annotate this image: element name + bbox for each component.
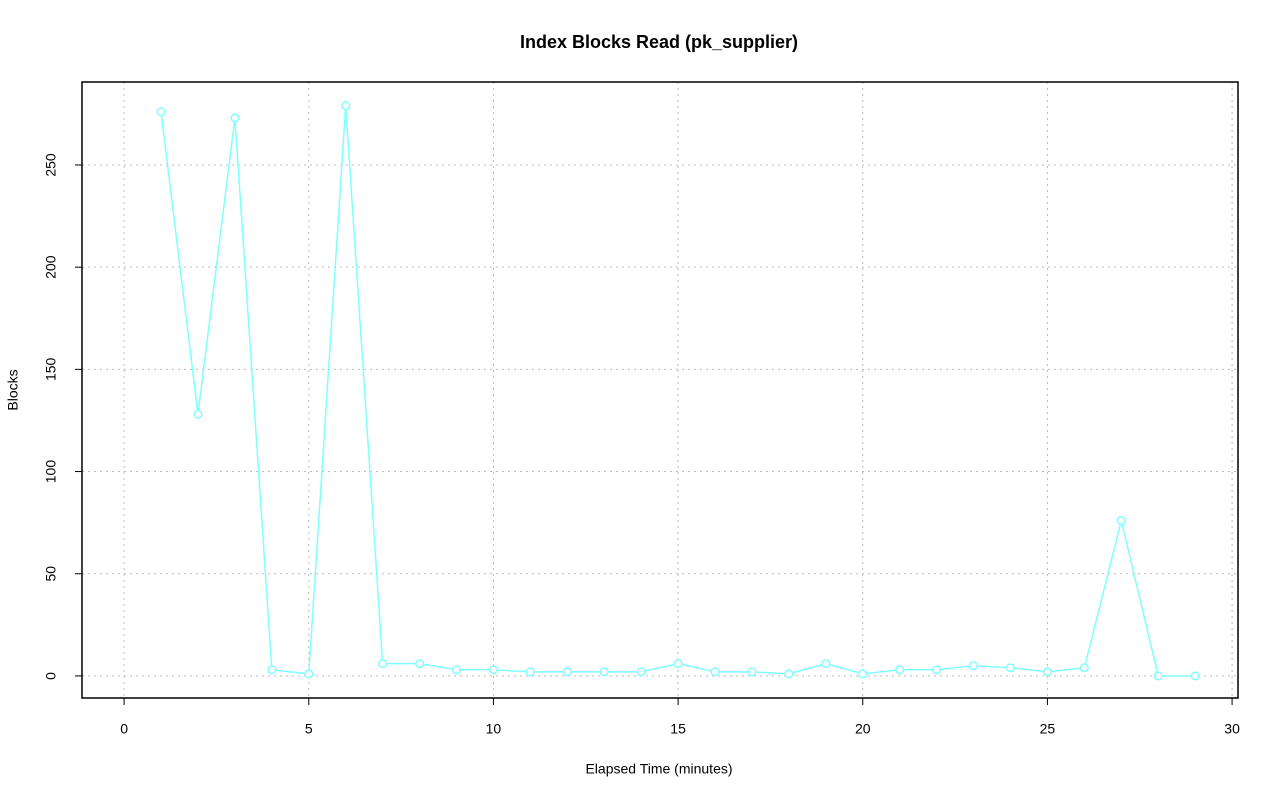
point <box>451 665 462 675</box>
x-tick-label: 30 <box>1224 721 1240 737</box>
point <box>821 659 831 669</box>
point <box>378 659 388 669</box>
point <box>673 659 683 669</box>
point <box>784 669 794 679</box>
point <box>488 665 498 675</box>
point <box>969 661 979 671</box>
y-tick-label: 50 <box>43 566 59 582</box>
y-tick-label: 150 <box>43 357 59 381</box>
point <box>858 669 868 679</box>
point <box>1116 516 1126 526</box>
y-tick-label: 100 <box>43 460 59 484</box>
x-tick-label: 20 <box>855 721 871 737</box>
point <box>1190 671 1200 681</box>
point <box>230 113 240 123</box>
point <box>710 667 720 677</box>
point <box>747 667 757 677</box>
chart-title: Index Blocks Read (pk_supplier) <box>520 32 798 52</box>
point <box>895 665 905 675</box>
point <box>525 667 535 677</box>
plot-frame <box>81 81 1239 699</box>
y-axis-label: Blocks <box>5 369 21 410</box>
point <box>932 665 942 675</box>
x-tick-label: 25 <box>1040 721 1056 737</box>
point <box>599 667 609 677</box>
x-tick-label: 10 <box>486 721 502 737</box>
point <box>1005 663 1016 673</box>
x-axis-label: Elapsed Time (minutes) <box>585 761 732 777</box>
point <box>193 409 203 419</box>
point <box>562 667 572 677</box>
point <box>636 667 646 677</box>
x-tick-label: 15 <box>670 721 686 737</box>
point <box>1042 667 1052 677</box>
point <box>341 101 351 111</box>
x-tick-label: 5 <box>305 721 313 737</box>
x-tick-label: 0 <box>120 721 128 737</box>
y-tick-label: 0 <box>43 672 59 680</box>
point <box>304 669 314 679</box>
point <box>156 107 166 117</box>
point <box>1079 663 1089 673</box>
y-tick-label: 250 <box>43 153 59 177</box>
point <box>1153 671 1163 681</box>
y-tick-label: 200 <box>43 255 59 279</box>
point <box>415 659 425 669</box>
point <box>267 665 277 675</box>
